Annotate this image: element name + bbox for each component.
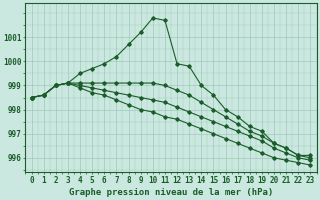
X-axis label: Graphe pression niveau de la mer (hPa): Graphe pression niveau de la mer (hPa) — [69, 188, 273, 197]
